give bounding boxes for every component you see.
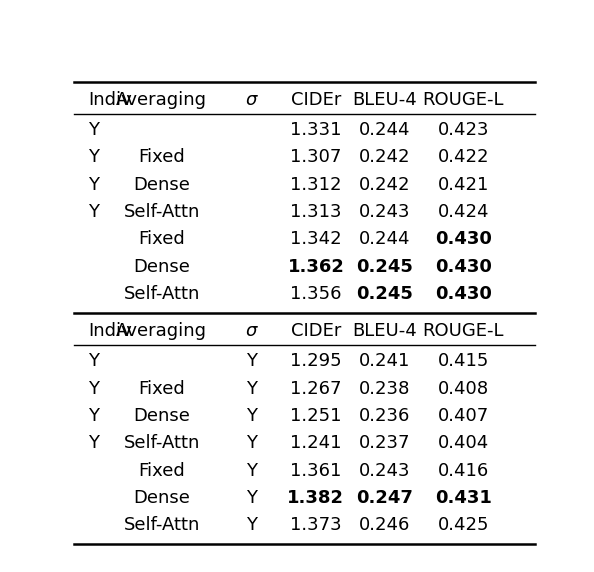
Text: Dense: Dense: [133, 407, 190, 425]
Text: 0.238: 0.238: [359, 380, 410, 398]
Text: Y: Y: [88, 121, 99, 139]
Text: 1.312: 1.312: [290, 176, 342, 194]
Text: ROUGE-L: ROUGE-L: [422, 322, 504, 340]
Text: 1.331: 1.331: [290, 121, 342, 139]
Text: 0.422: 0.422: [438, 149, 489, 166]
Text: Fixed: Fixed: [138, 462, 185, 480]
Text: Y: Y: [88, 176, 99, 194]
Text: 0.242: 0.242: [359, 149, 410, 166]
Text: Indiv: Indiv: [88, 322, 132, 340]
Text: Fixed: Fixed: [138, 380, 185, 398]
Text: 0.237: 0.237: [359, 434, 410, 452]
Text: 0.243: 0.243: [359, 462, 410, 480]
Text: 0.425: 0.425: [438, 517, 489, 534]
Text: 0.408: 0.408: [438, 380, 489, 398]
Text: Fixed: Fixed: [138, 231, 185, 248]
Text: Dense: Dense: [133, 176, 190, 194]
Text: Averaging: Averaging: [116, 90, 207, 109]
Text: 0.242: 0.242: [359, 176, 410, 194]
Text: 0.247: 0.247: [356, 489, 413, 507]
Text: 0.244: 0.244: [359, 231, 410, 248]
Text: 0.430: 0.430: [435, 258, 492, 276]
Text: σ: σ: [246, 322, 257, 340]
Text: Y: Y: [246, 517, 257, 534]
Text: BLEU-4: BLEU-4: [353, 322, 418, 340]
Text: Self-Attn: Self-Attn: [124, 285, 200, 303]
Text: Y: Y: [88, 434, 99, 452]
Text: 0.430: 0.430: [435, 285, 492, 303]
Text: 1.342: 1.342: [290, 231, 342, 248]
Text: 0.246: 0.246: [359, 517, 410, 534]
Text: 0.415: 0.415: [438, 352, 489, 371]
Text: 0.404: 0.404: [438, 434, 489, 452]
Text: 1.241: 1.241: [290, 434, 342, 452]
Text: 0.430: 0.430: [435, 231, 492, 248]
Text: Self-Attn: Self-Attn: [124, 203, 200, 221]
Text: Y: Y: [88, 203, 99, 221]
Text: Y: Y: [88, 149, 99, 166]
Text: Y: Y: [246, 352, 257, 371]
Text: 1.267: 1.267: [290, 380, 342, 398]
Text: Y: Y: [246, 407, 257, 425]
Text: 1.356: 1.356: [290, 285, 342, 303]
Text: Y: Y: [246, 380, 257, 398]
Text: 0.421: 0.421: [438, 176, 489, 194]
Text: 0.236: 0.236: [359, 407, 410, 425]
Text: 0.431: 0.431: [435, 489, 492, 507]
Text: Y: Y: [88, 407, 99, 425]
Text: 1.307: 1.307: [290, 149, 342, 166]
Text: 0.241: 0.241: [359, 352, 410, 371]
Text: Y: Y: [88, 380, 99, 398]
Text: 1.373: 1.373: [290, 517, 342, 534]
Text: Fixed: Fixed: [138, 149, 185, 166]
Text: Y: Y: [246, 489, 257, 507]
Text: 0.245: 0.245: [356, 285, 413, 303]
Text: Y: Y: [88, 352, 99, 371]
Text: 1.361: 1.361: [290, 462, 342, 480]
Text: 0.423: 0.423: [438, 121, 489, 139]
Text: Self-Attn: Self-Attn: [124, 434, 200, 452]
Text: 0.424: 0.424: [438, 203, 489, 221]
Text: Averaging: Averaging: [116, 322, 207, 340]
Text: CIDEr: CIDEr: [290, 90, 341, 109]
Text: ROUGE-L: ROUGE-L: [422, 90, 504, 109]
Text: 1.251: 1.251: [290, 407, 342, 425]
Text: Y: Y: [246, 434, 257, 452]
Text: 1.313: 1.313: [290, 203, 342, 221]
Text: Dense: Dense: [133, 258, 190, 276]
Text: Indiv: Indiv: [88, 90, 132, 109]
Text: Y: Y: [246, 462, 257, 480]
Text: 1.362: 1.362: [287, 258, 345, 276]
Text: 0.245: 0.245: [356, 258, 413, 276]
Text: 1.382: 1.382: [287, 489, 345, 507]
Text: 0.407: 0.407: [438, 407, 489, 425]
Text: 1.295: 1.295: [290, 352, 342, 371]
Text: σ: σ: [246, 90, 257, 109]
Text: 0.243: 0.243: [359, 203, 410, 221]
Text: Self-Attn: Self-Attn: [124, 517, 200, 534]
Text: Dense: Dense: [133, 489, 190, 507]
Text: 0.416: 0.416: [438, 462, 489, 480]
Text: 0.244: 0.244: [359, 121, 410, 139]
Text: BLEU-4: BLEU-4: [353, 90, 418, 109]
Text: CIDEr: CIDEr: [290, 322, 341, 340]
